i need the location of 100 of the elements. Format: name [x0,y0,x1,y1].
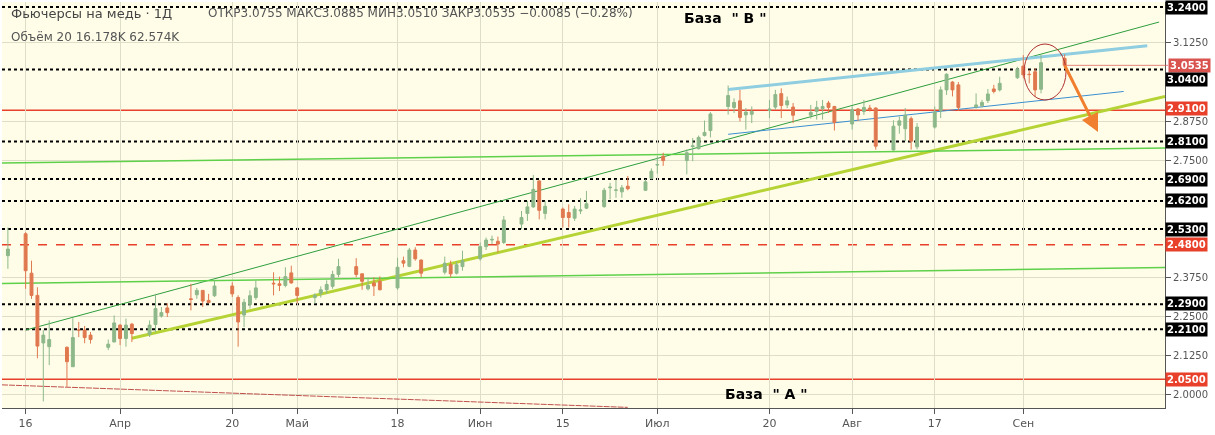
candlestick [448,260,453,278]
candlestick [690,137,695,162]
y-tick-label: 2.7500 [1173,154,1208,166]
candlestick [861,99,866,116]
candlestick [112,314,117,343]
candlestick [242,298,246,328]
candlestick [324,279,329,295]
x-tick-label: 15 [555,417,570,431]
candlestick [495,236,500,254]
ref-line-label: 2.5300 [1167,224,1206,235]
candlestick [442,256,447,275]
candlestick [614,178,618,199]
candlestick [808,104,813,120]
candlestick [253,279,258,301]
annotation: ОТКР3.0755 МАКС3.0885 МИН3.0510 ЗАКР3.0535 −0.0085 (−0.28%) [208,6,633,20]
candlestick [708,111,713,138]
y-tick-label: 2.2500 [1173,311,1208,323]
candlestick [820,99,825,121]
candlestick [312,292,317,305]
candlestick [377,275,382,291]
x-tick-label: Сен [1012,417,1035,431]
candlestick [212,279,217,298]
y-tick-label: 2.3750 [1173,272,1208,284]
candlestick [413,246,418,262]
candlestick [490,235,494,245]
candlestick [484,237,489,251]
candlestick [76,321,81,338]
candlestick [70,317,75,368]
candlestick [643,178,648,192]
y-tick-label: 2.0000 [1173,389,1208,401]
candlestick [1015,66,1020,80]
candlestick [407,247,412,268]
x-tick-label: Май [285,417,309,431]
candlestick [478,242,483,262]
candlestick [584,190,589,210]
x-tick-label: Июл [645,417,670,431]
candlestick [371,276,376,297]
candlestick [41,329,46,402]
ref-line-label: 2.6900 [1167,174,1206,185]
annotation: База " A " [725,386,808,402]
candlestick [985,88,990,104]
x-tick-label: 20 [762,417,777,431]
chart-title: Фьючерсы на медь · 1Д [11,6,173,21]
candlestick [974,92,979,110]
candlestick [980,99,984,108]
candlestick [891,119,896,152]
candlestick [64,345,69,388]
ref-line-label: 3.0400 [1167,74,1206,85]
candlestick [194,287,199,300]
y-tick-label: 2.1250 [1173,350,1208,362]
candlestick [602,187,607,209]
candlestick [655,155,660,175]
candlestick [537,179,542,220]
candlestick [608,182,613,200]
candlestick [230,281,235,298]
candlestick [997,76,1002,92]
candlestick [684,148,689,175]
candlestick [767,99,772,119]
candlestick [909,115,914,151]
candlestick [289,265,294,285]
candlestick [661,152,666,167]
ref-line-label: 2.9100 [1167,103,1206,114]
candlestick [785,95,790,109]
candlestick [124,318,128,348]
candlestick [188,283,193,311]
candlestick [850,105,855,131]
x-tick-label: 18 [390,417,405,431]
candlestick [743,107,748,131]
ref-line-label: 2.2100 [1167,324,1206,335]
candlestick [165,302,170,318]
candlestick [118,323,123,346]
ref-line-label: 2.0500 [1167,374,1206,385]
x-tick-label: 17 [927,417,942,431]
annotation: Объём 20 16.178K 62.574K [11,30,181,44]
candlestick [732,97,736,114]
x-tick-label: Апр [109,417,131,431]
x-tick-label: 20 [225,417,240,431]
candlestick [773,89,778,111]
candlestick [519,210,524,230]
candlestick [625,175,630,191]
y-tick-label: 3.1250 [1173,37,1208,49]
candlestick [501,215,506,245]
candlestick [419,258,424,278]
candlestick [814,100,819,121]
candlestick [129,322,134,343]
candlestick [47,319,52,366]
candlestick [738,89,742,122]
annotation: База " В " [684,10,767,26]
candlestick [1027,69,1032,84]
ref-line-label: 2.4800 [1167,239,1206,250]
ref-line-label: 2.2900 [1167,298,1206,309]
candlestick [395,257,400,291]
candlestick [867,104,872,112]
x-tick-label: Июн [467,417,493,431]
candlestick [23,231,28,290]
candlestick [1033,67,1038,97]
candlestick [318,285,323,299]
x-tick-label: 16 [18,417,33,431]
candlestick [360,273,365,291]
candlestick [5,227,10,270]
